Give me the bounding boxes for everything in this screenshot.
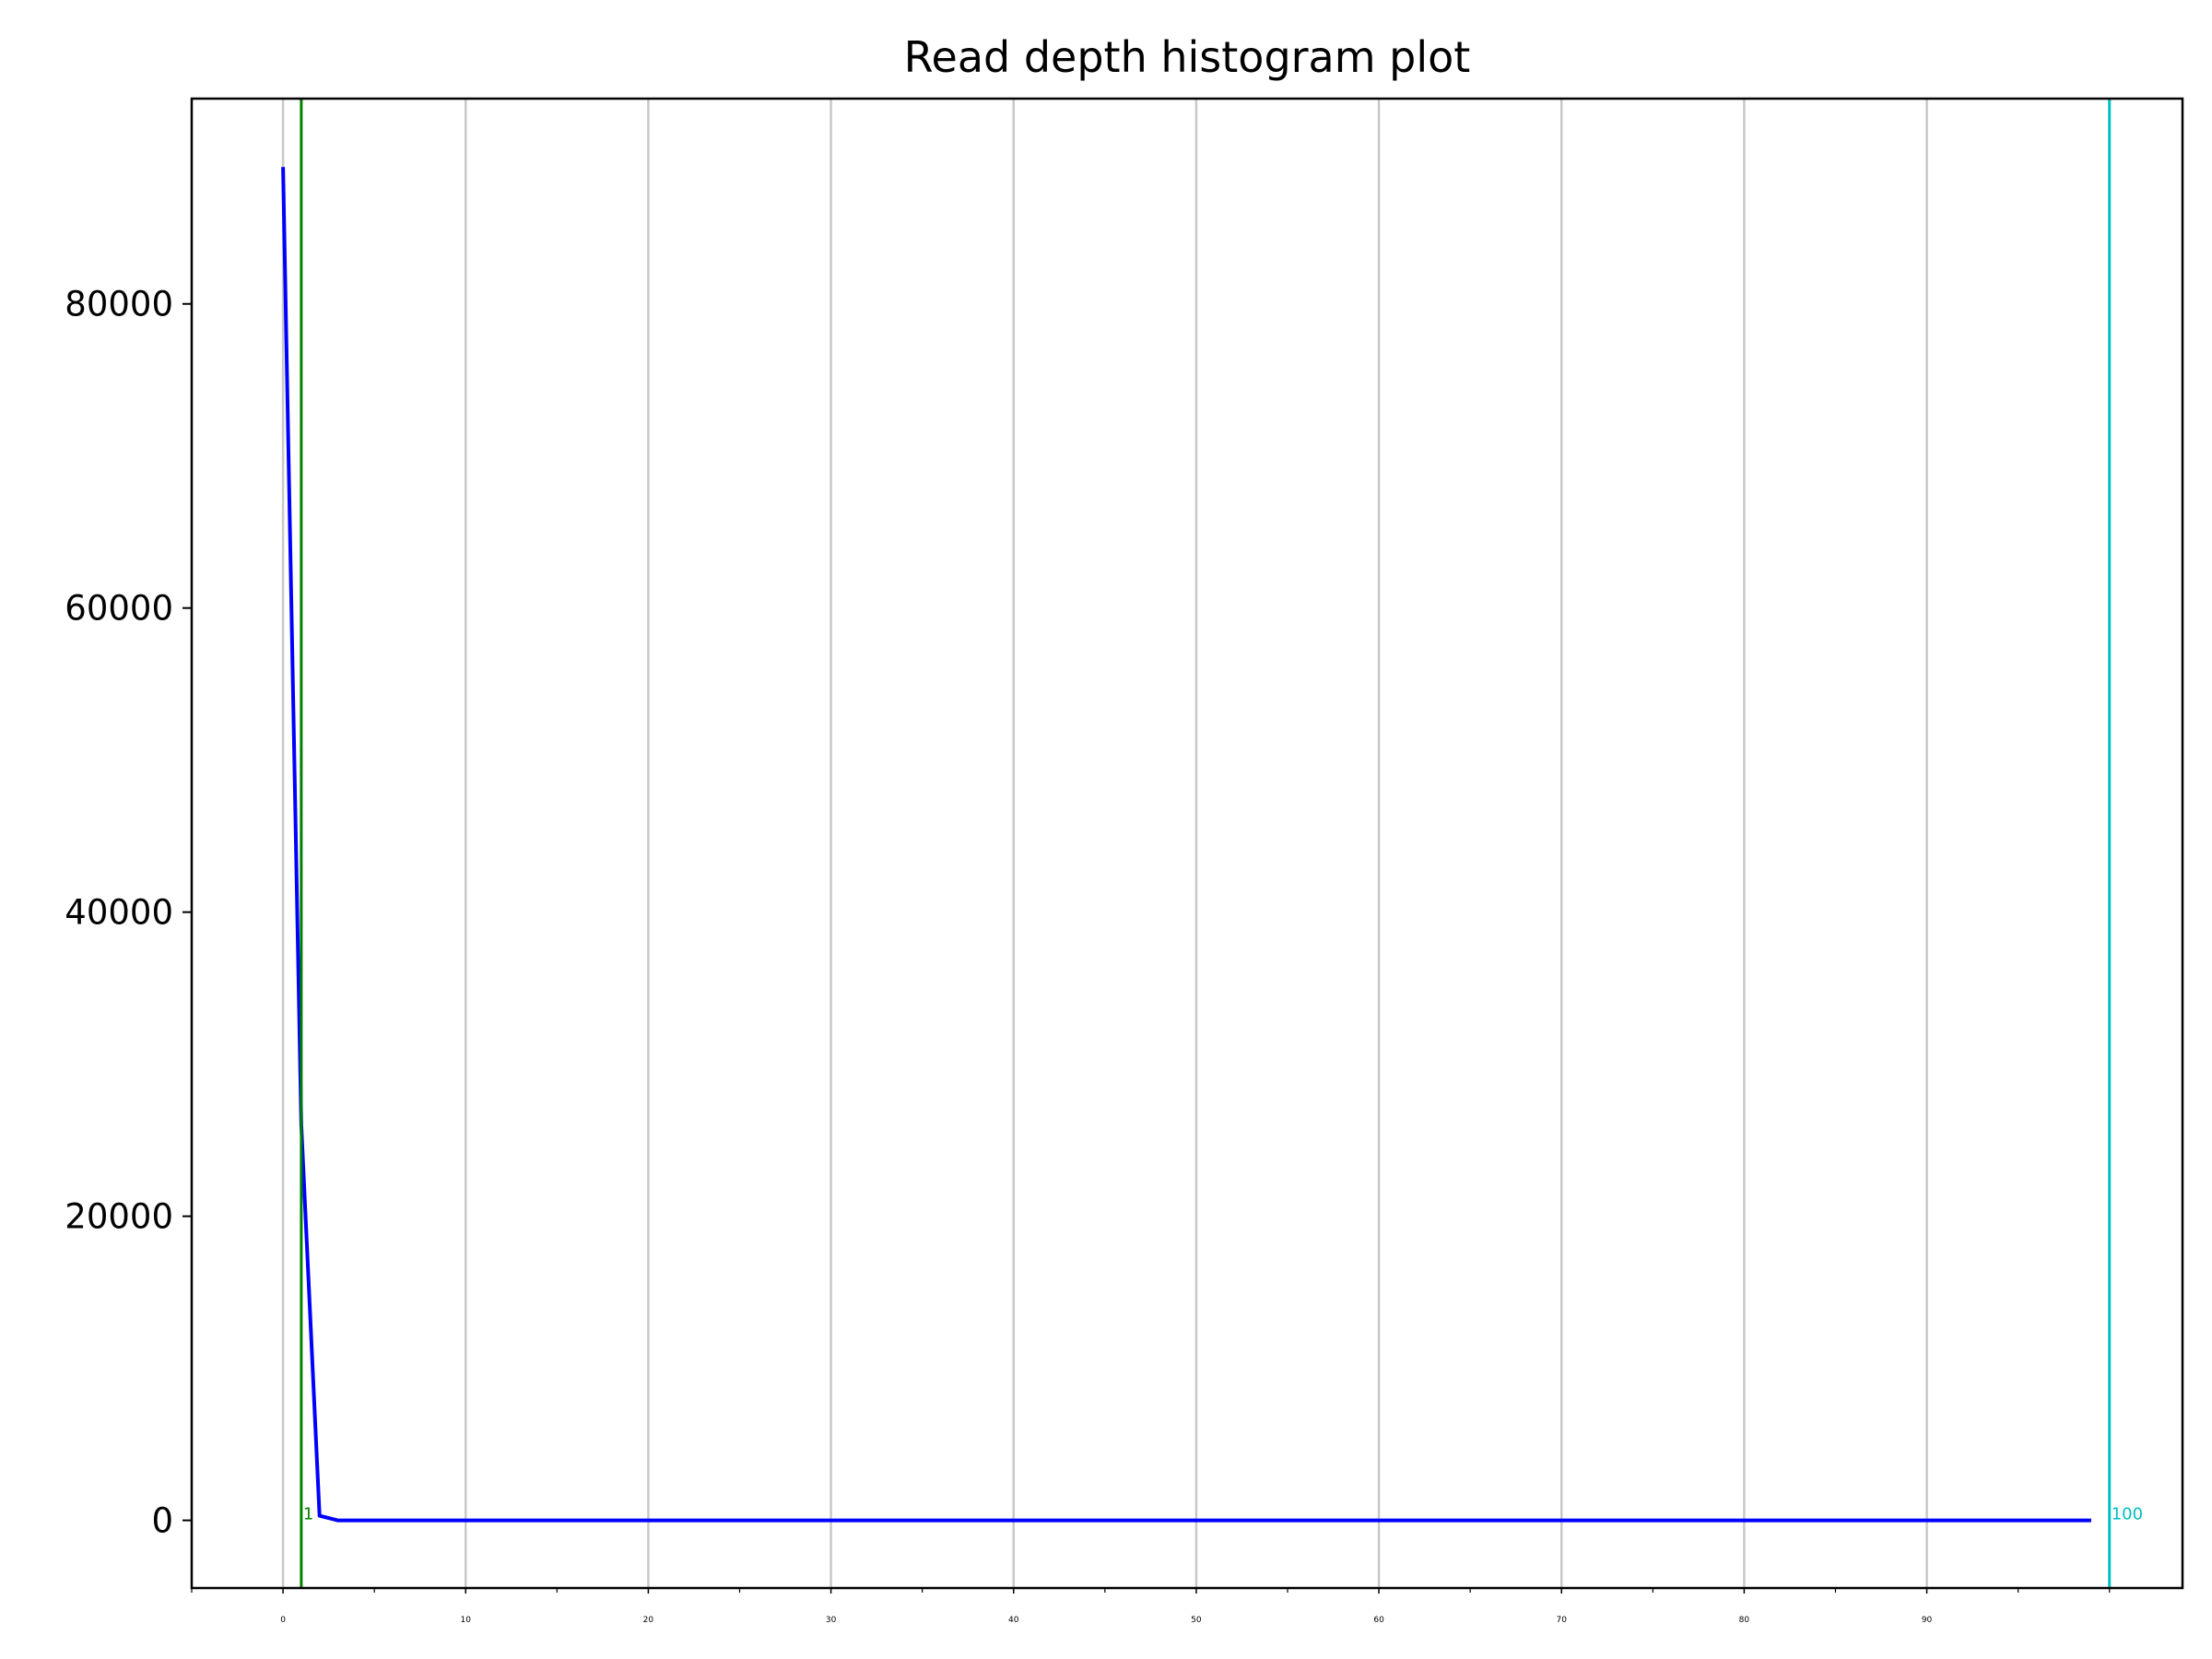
ytick-label-60000: 60000 [65, 589, 173, 629]
threshold-label-1: 1 [303, 1505, 313, 1524]
threshold-label-100: 100 [2112, 1505, 2143, 1524]
threshold-lines: 1 100 [300, 99, 2143, 1588]
ytick-label-0: 0 [151, 1501, 173, 1541]
xtick-label-90: 90 [1922, 1616, 1933, 1625]
xtick-label-20: 20 [643, 1616, 654, 1625]
xtick-label-70: 70 [1557, 1616, 1568, 1625]
xtick-label-10: 10 [461, 1616, 472, 1625]
chart-title: Read depth histogram plot [904, 32, 1471, 82]
xtick-label-50: 50 [1191, 1616, 1202, 1625]
series-line-0 [281, 167, 2091, 1523]
ytick-label-20000: 20000 [65, 1197, 173, 1237]
xtick-label-60: 60 [1373, 1616, 1384, 1625]
xtick-label-80: 80 [1739, 1616, 1750, 1625]
plot-frame [190, 97, 2184, 1590]
xtick-label-30: 30 [826, 1616, 837, 1625]
ytick-label-80000: 80000 [65, 285, 173, 324]
series-lines [281, 167, 2091, 1523]
ytick-label-40000: 40000 [65, 893, 173, 933]
xtick-label-40: 40 [1008, 1616, 1019, 1625]
axes: 0 20000 40000 60000 80000 0 10 20 30 40 50 60 70 80 90 [65, 97, 2184, 1625]
gridlines [281, 99, 1928, 1588]
xtick-label-0: 0 [280, 1616, 286, 1625]
